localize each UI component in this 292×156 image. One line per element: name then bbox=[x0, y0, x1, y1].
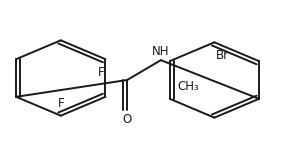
Text: O: O bbox=[123, 113, 132, 126]
Text: F: F bbox=[98, 66, 105, 79]
Text: NH: NH bbox=[152, 45, 170, 58]
Text: Br: Br bbox=[216, 49, 229, 62]
Text: F: F bbox=[58, 97, 64, 110]
Text: CH₃: CH₃ bbox=[178, 80, 199, 93]
